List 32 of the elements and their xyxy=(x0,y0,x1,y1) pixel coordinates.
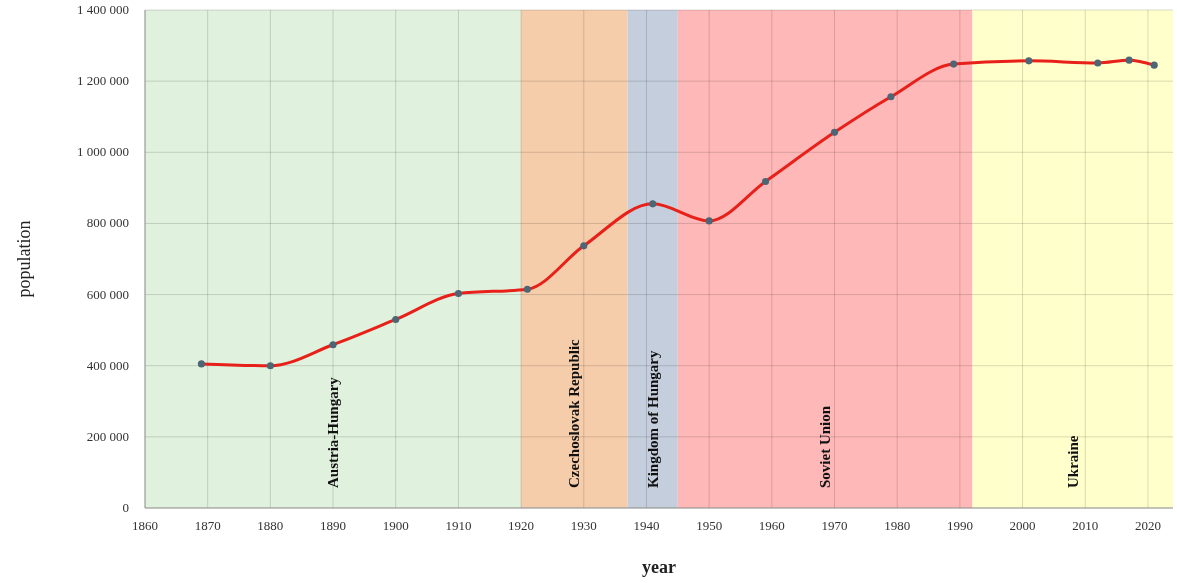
x-tick-label: 1900 xyxy=(382,518,409,533)
x-tick-label: 1970 xyxy=(821,518,848,533)
band-label: Kingdom of Hungary xyxy=(644,349,661,488)
y-tick-label: 400 000 xyxy=(86,357,129,373)
y-axis-title: population xyxy=(14,220,34,298)
band-label: Soviet Union xyxy=(817,405,834,488)
x-tick-label: 1960 xyxy=(758,518,785,533)
x-tick-label: 1940 xyxy=(633,518,660,533)
x-tick-label: 1860 xyxy=(132,518,158,533)
y-tick-label: 1 400 000 xyxy=(77,2,129,17)
y-tick-label: 200 000 xyxy=(86,428,129,444)
x-tick-label: 1930 xyxy=(570,518,597,533)
x-tick-label: 1980 xyxy=(884,518,911,533)
y-tick-label: 600 000 xyxy=(86,286,129,302)
x-tick-label: 1880 xyxy=(257,518,284,533)
x-tick-label: 1890 xyxy=(320,518,347,533)
x-tick-label: 1920 xyxy=(508,518,535,533)
band-label: Ukraine xyxy=(1064,435,1081,488)
x-tick-label: 1950 xyxy=(696,518,723,533)
y-tick-label: 1 200 000 xyxy=(77,73,129,89)
x-tick-label: 1990 xyxy=(946,518,973,533)
y-tick-label: 800 000 xyxy=(86,215,129,231)
x-tick-label: 1910 xyxy=(445,518,472,533)
x-tick-label: 1870 xyxy=(194,518,221,533)
band-label: Czechoslovak Republic xyxy=(566,338,583,488)
x-tick-label: 2020 xyxy=(1134,518,1161,533)
x-tick-label: 2000 xyxy=(1009,518,1036,533)
y-tick-label: 1 000 000 xyxy=(77,144,129,160)
band-label: Austria-Hungary xyxy=(325,376,342,488)
x-axis-title: year xyxy=(642,557,676,577)
x-tick-label: 2010 xyxy=(1072,518,1099,533)
y-tick-label: 0 xyxy=(122,500,129,515)
